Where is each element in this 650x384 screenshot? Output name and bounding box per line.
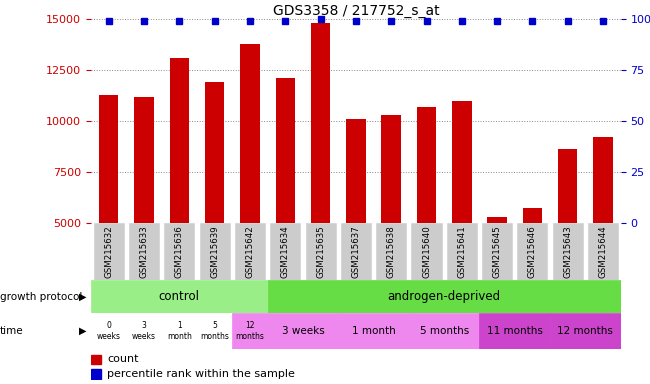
Bar <box>94 223 124 280</box>
Text: 1 month: 1 month <box>352 326 395 336</box>
Bar <box>558 149 577 324</box>
Bar <box>346 119 365 324</box>
Text: 5
months: 5 months <box>200 321 229 341</box>
Bar <box>588 223 618 280</box>
Bar <box>523 209 542 324</box>
Bar <box>91 280 268 313</box>
Bar <box>417 107 436 324</box>
Bar <box>447 223 477 280</box>
Text: GSM215639: GSM215639 <box>210 225 219 278</box>
Bar <box>411 223 441 280</box>
Bar <box>270 223 300 280</box>
Bar <box>135 96 153 324</box>
Bar <box>197 313 232 349</box>
Text: 12
months: 12 months <box>235 321 265 341</box>
Bar <box>129 223 159 280</box>
Text: GSM215646: GSM215646 <box>528 225 537 278</box>
Text: 5 months: 5 months <box>419 326 469 336</box>
Text: GSM215638: GSM215638 <box>387 225 396 278</box>
Text: GSM215637: GSM215637 <box>352 225 360 278</box>
Bar <box>164 223 194 280</box>
Bar <box>488 217 507 324</box>
Text: GSM215640: GSM215640 <box>422 225 431 278</box>
Bar <box>268 280 621 313</box>
Text: GSM215645: GSM215645 <box>493 225 502 278</box>
Text: 12 months: 12 months <box>558 326 614 336</box>
Text: GSM215636: GSM215636 <box>175 225 184 278</box>
Text: GSM215644: GSM215644 <box>599 225 608 278</box>
Bar <box>126 313 162 349</box>
Text: 3
weeks: 3 weeks <box>132 321 156 341</box>
Text: 0
weeks: 0 weeks <box>97 321 121 341</box>
Bar <box>311 23 330 324</box>
Bar <box>482 223 512 280</box>
Bar <box>382 115 401 324</box>
Title: GDS3358 / 217752_s_at: GDS3358 / 217752_s_at <box>272 4 439 18</box>
Bar <box>341 223 371 280</box>
Text: control: control <box>159 290 200 303</box>
Bar <box>232 313 268 349</box>
Bar <box>338 313 409 349</box>
Bar <box>235 223 265 280</box>
Text: ▶: ▶ <box>79 291 86 302</box>
Bar <box>170 58 189 324</box>
Text: androgen-deprived: androgen-deprived <box>387 290 500 303</box>
Text: GSM215635: GSM215635 <box>316 225 325 278</box>
Text: GSM215632: GSM215632 <box>104 225 113 278</box>
Text: percentile rank within the sample: percentile rank within the sample <box>107 369 295 379</box>
Text: GSM215634: GSM215634 <box>281 225 290 278</box>
Bar <box>550 313 621 349</box>
Bar <box>517 223 547 280</box>
Text: ▶: ▶ <box>79 326 86 336</box>
Bar <box>306 223 335 280</box>
Bar <box>480 313 550 349</box>
Text: GSM215642: GSM215642 <box>246 225 254 278</box>
Bar <box>99 94 118 324</box>
Bar <box>268 313 338 349</box>
Text: time: time <box>0 326 23 336</box>
Text: count: count <box>107 354 138 364</box>
Bar <box>452 101 471 324</box>
Bar <box>91 313 126 349</box>
Bar <box>162 313 197 349</box>
Bar <box>91 355 101 364</box>
Bar <box>205 82 224 324</box>
Text: 11 months: 11 months <box>487 326 543 336</box>
Bar <box>240 44 259 324</box>
Text: GSM215633: GSM215633 <box>140 225 148 278</box>
Text: 1
month: 1 month <box>167 321 192 341</box>
Text: GSM215643: GSM215643 <box>564 225 572 278</box>
Bar <box>552 223 583 280</box>
Bar <box>409 313 480 349</box>
Text: growth protocol: growth protocol <box>0 291 83 302</box>
Text: 3 weeks: 3 weeks <box>281 326 324 336</box>
Bar <box>376 223 406 280</box>
Text: GSM215641: GSM215641 <box>458 225 466 278</box>
Bar <box>276 78 295 324</box>
Bar <box>91 369 101 379</box>
Bar <box>200 223 229 280</box>
Bar <box>593 137 613 324</box>
